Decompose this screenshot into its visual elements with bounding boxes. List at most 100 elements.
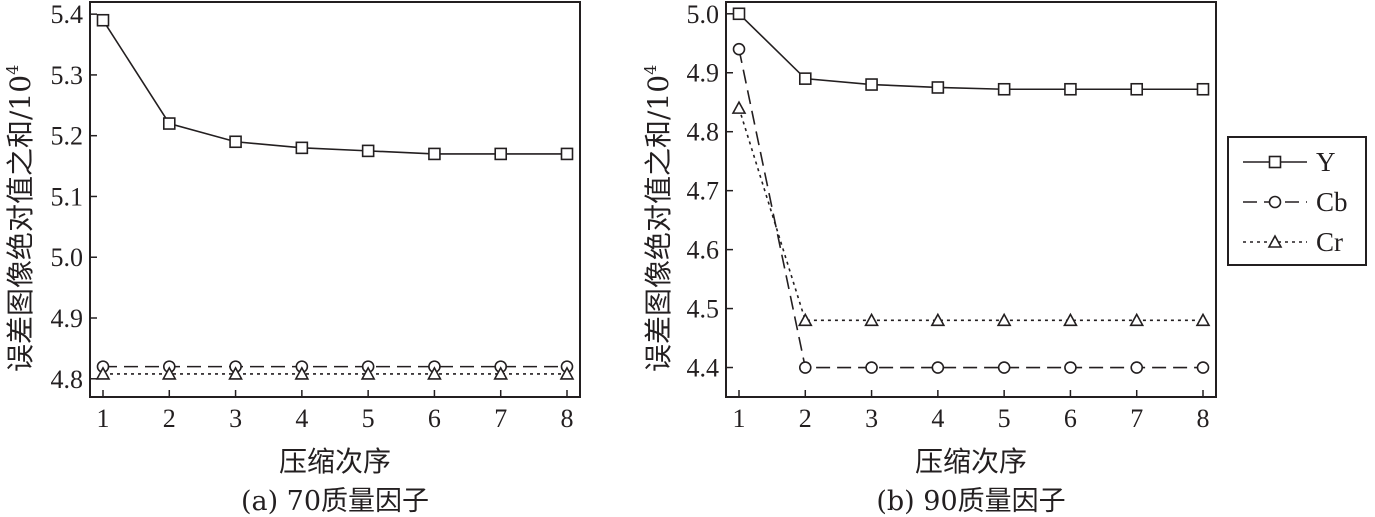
chart-a-xtick-label: 3 — [229, 404, 242, 433]
chart-b-ytick-label: 4.5 — [687, 295, 720, 324]
chart-a-series-cr-point — [161, 366, 177, 380]
chart-b-series-cb-point — [931, 361, 945, 374]
chart-b-xlabel: 压缩次序 — [915, 445, 1027, 478]
chart-b-xtick-label: 7 — [1130, 404, 1143, 433]
chart-b-series-y-point — [865, 78, 878, 91]
legend-cr-marker — [1267, 234, 1283, 248]
chart-a-series-cr-point — [95, 366, 111, 380]
chart-a-ylabel-exp: 4 — [3, 65, 22, 75]
chart-b-series-cr-point — [930, 312, 946, 327]
chart-b-ytick-label: 4.9 — [687, 59, 720, 88]
chart-b-series-cr-point — [864, 312, 879, 327]
chart-b-series-cb-point — [1064, 361, 1077, 374]
chart-a-series-y-line — [102, 19, 567, 155]
chart-b-series-y-point — [931, 81, 945, 94]
chart-a-xtick-label: 2 — [163, 404, 176, 433]
chart-b-xtick-label: 1 — [733, 404, 746, 433]
chart-b-xtick-label: 6 — [1064, 404, 1077, 433]
chart-a-series-cr-point — [360, 366, 376, 380]
chart-b-ylabel-exp: 4 — [641, 65, 660, 75]
chart-a-series — [95, 13, 575, 380]
chart-a-xtick-label: 6 — [428, 404, 441, 433]
chart-b-series-cb-line — [738, 49, 1203, 369]
chart-a-series-cr-point — [228, 366, 243, 380]
chart-a-ytick-label: 5.0 — [51, 243, 84, 272]
chart-a-series-cr-point — [294, 366, 310, 380]
chart-b-xtick-label: 5 — [998, 404, 1011, 433]
chart-b-ytick-label: 4.4 — [687, 354, 720, 383]
chart-a-series-y-point — [295, 141, 309, 155]
legend-cb-marker — [1268, 195, 1282, 209]
chart-b-series-y-point — [1130, 82, 1144, 96]
chart-a-ytick-label: 5.2 — [51, 122, 84, 151]
chart-a-xtick-label: 5 — [362, 404, 375, 433]
legend-box — [1227, 136, 1367, 266]
chart-a-series-cr-point — [559, 366, 575, 380]
chart-a-ytick-label: 5.4 — [51, 0, 84, 29]
chart-b-xtick-label: 8 — [1197, 404, 1210, 433]
chart-a-series-y-point — [229, 135, 242, 149]
chart-a-ytick-label: 4.9 — [51, 304, 84, 333]
chart-b-series-cr-point — [731, 100, 747, 114]
chart-a-ytick-label: 4.8 — [51, 365, 84, 394]
chart-a-series-y-point — [560, 147, 574, 161]
chart-b-series-y-point — [798, 72, 812, 85]
chart-b-ytick-label: 4.8 — [687, 118, 720, 147]
legend-cr-label: Cr — [1316, 227, 1343, 257]
legend: Y Cb Cr — [1227, 136, 1367, 266]
chart-a-series-y-point — [361, 144, 375, 158]
chart-b-series-cr-point — [1063, 312, 1078, 327]
chart-a-series-y-point — [494, 147, 508, 161]
chart-b-caption: (b) 90质量因子 — [876, 486, 1065, 517]
chart-b: 1 2 3 4 5 6 7 8 4.4 4.5 4.6 4.7 4.8 4.9 5.0 误差图像绝对值之和/… — [641, 0, 1217, 517]
chart-b-series-cb-point — [865, 361, 878, 374]
chart-b-series-cb-point — [1196, 361, 1210, 374]
chart-b-series-cb-point — [732, 42, 746, 56]
chart-a-series-y-point — [162, 117, 176, 130]
chart-a-xlabel: 压缩次序 — [279, 445, 391, 478]
chart-b-series-cr-point — [797, 312, 813, 327]
chart-b-xtick-label: 2 — [799, 404, 812, 433]
chart-b-series-cr-line — [738, 107, 1203, 322]
chart-b-series-cb-point — [798, 361, 812, 374]
chart-a-xtick-label: 4 — [295, 404, 308, 433]
chart-b-ytick-label: 5.0 — [687, 0, 720, 29]
chart-b-series-y-point — [1064, 82, 1077, 96]
chart-a-ytick-label: 5.3 — [51, 61, 84, 90]
chart-b-ticks: 1 2 3 4 5 6 7 8 4.4 4.5 4.6 4.7 4.8 4.9 5.0 — [687, 0, 1210, 433]
chart-b-ylabel-text: 误差图像绝对值之和/10 — [642, 75, 675, 372]
chart-b-series-y-point — [997, 82, 1011, 96]
chart-b-series-y-point — [1196, 82, 1210, 96]
chart-b-series-cr-point — [1195, 312, 1211, 327]
chart-b-series-y-point — [732, 7, 746, 21]
chart-b-plot-frame — [725, 1, 1217, 398]
chart-b-ylabel: 误差图像绝对值之和/104 — [641, 65, 675, 372]
chart-b-ytick-label: 4.7 — [687, 177, 720, 206]
chart-b-ytick-label: 4.6 — [687, 236, 720, 265]
chart-a-caption: (a) 70质量因子 — [241, 486, 429, 517]
chart-a-series-cr-point — [493, 366, 509, 380]
chart-a-ylabel: 误差图像绝对值之和/104 — [3, 65, 37, 372]
chart-a-xtick-label: 1 — [97, 404, 110, 433]
chart-a: 1 2 3 4 5 6 7 8 4.8 4.9 5.0 5.1 5.2 5.3 5.4 误差图像绝对值之和/… — [3, 0, 581, 517]
chart-b-xtick-label: 4 — [931, 404, 944, 433]
chart-b-series-cr-point — [996, 312, 1012, 327]
legend-items: Y Cb Cr — [1243, 147, 1348, 257]
chart-a-series-cr-point — [427, 366, 442, 380]
chart-a-ytick-label: 5.1 — [51, 182, 84, 211]
legend-y-label: Y — [1316, 147, 1336, 177]
chart-a-xtick-label: 7 — [494, 404, 507, 433]
chart-b-series-y-line — [738, 13, 1203, 91]
chart-b-series-cb-point — [997, 361, 1011, 374]
chart-a-xtick-label: 8 — [561, 404, 574, 433]
chart-b-series-cb-point — [1130, 361, 1144, 374]
legend-cb-label: Cb — [1316, 187, 1348, 217]
chart-a-plot-frame — [89, 1, 581, 398]
chart-a-series-y-point — [96, 13, 110, 27]
chart-b-xtick-label: 3 — [865, 404, 878, 433]
chart-b-series-cr-point — [1129, 312, 1145, 327]
chart-a-ylabel-text: 误差图像绝对值之和/10 — [4, 75, 37, 372]
chart-b-series — [731, 7, 1211, 374]
chart-a-ticks: 1 2 3 4 5 6 7 8 4.8 4.9 5.0 5.1 5.2 5.3 5.4 — [51, 0, 574, 433]
